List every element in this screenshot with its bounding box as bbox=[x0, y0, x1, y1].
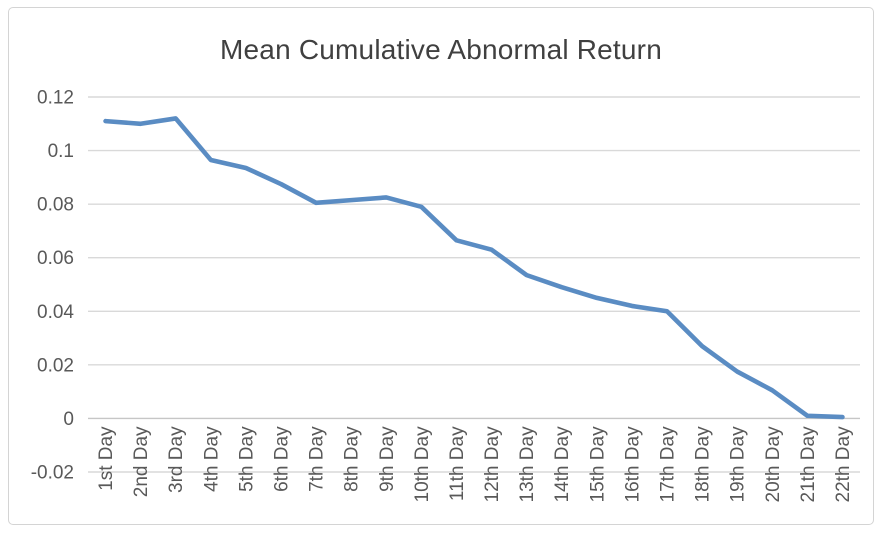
x-tick-label: 20th Day bbox=[763, 426, 784, 503]
x-tick-label: 1st Day bbox=[96, 426, 117, 491]
y-tick-label: -0.02 bbox=[31, 463, 74, 484]
x-tick-label: 11th Day bbox=[447, 426, 468, 501]
x-tick-label: 9th Day bbox=[377, 426, 398, 492]
y-tick-label: 0.08 bbox=[37, 195, 74, 216]
y-tick-label: 0 bbox=[63, 409, 74, 430]
y-tick-label: 0.12 bbox=[37, 88, 74, 109]
y-tick-label: 0.06 bbox=[37, 248, 74, 269]
y-tick-label: 0.04 bbox=[37, 302, 74, 323]
x-tick-label: 12th Day bbox=[482, 426, 503, 503]
x-tick-label: 7th Day bbox=[307, 426, 328, 492]
y-tick-label: 0.02 bbox=[37, 355, 74, 376]
x-tick-label: 15th Day bbox=[587, 426, 608, 503]
x-tick-label: 18th Day bbox=[693, 426, 714, 503]
chart-container: Mean Cumulative Abnormal Return bbox=[8, 7, 874, 525]
x-tick-label: 17th Day bbox=[658, 426, 679, 503]
x-tick-label: 10th Day bbox=[412, 426, 433, 503]
x-tick-label: 6th Day bbox=[272, 426, 293, 492]
x-tick-label: 5th Day bbox=[236, 426, 257, 492]
x-tick-label: 8th Day bbox=[342, 426, 363, 492]
x-tick-label: 16th Day bbox=[622, 426, 643, 503]
y-tick-label: 0.1 bbox=[48, 141, 74, 162]
x-tick-label: 2nd Day bbox=[131, 426, 152, 497]
x-tick-label: 4th Day bbox=[201, 426, 222, 492]
x-tick-label: 22th Day bbox=[833, 426, 854, 503]
x-tick-label: 13th Day bbox=[517, 426, 538, 503]
x-tick-label: 3rd Day bbox=[166, 426, 187, 493]
data-series-line bbox=[103, 116, 845, 420]
x-tick-label: 21th Day bbox=[798, 426, 819, 503]
x-tick-label: 19th Day bbox=[728, 426, 749, 503]
chart-title: Mean Cumulative Abnormal Return bbox=[220, 34, 662, 65]
x-tick-label: 14th Day bbox=[552, 426, 573, 503]
